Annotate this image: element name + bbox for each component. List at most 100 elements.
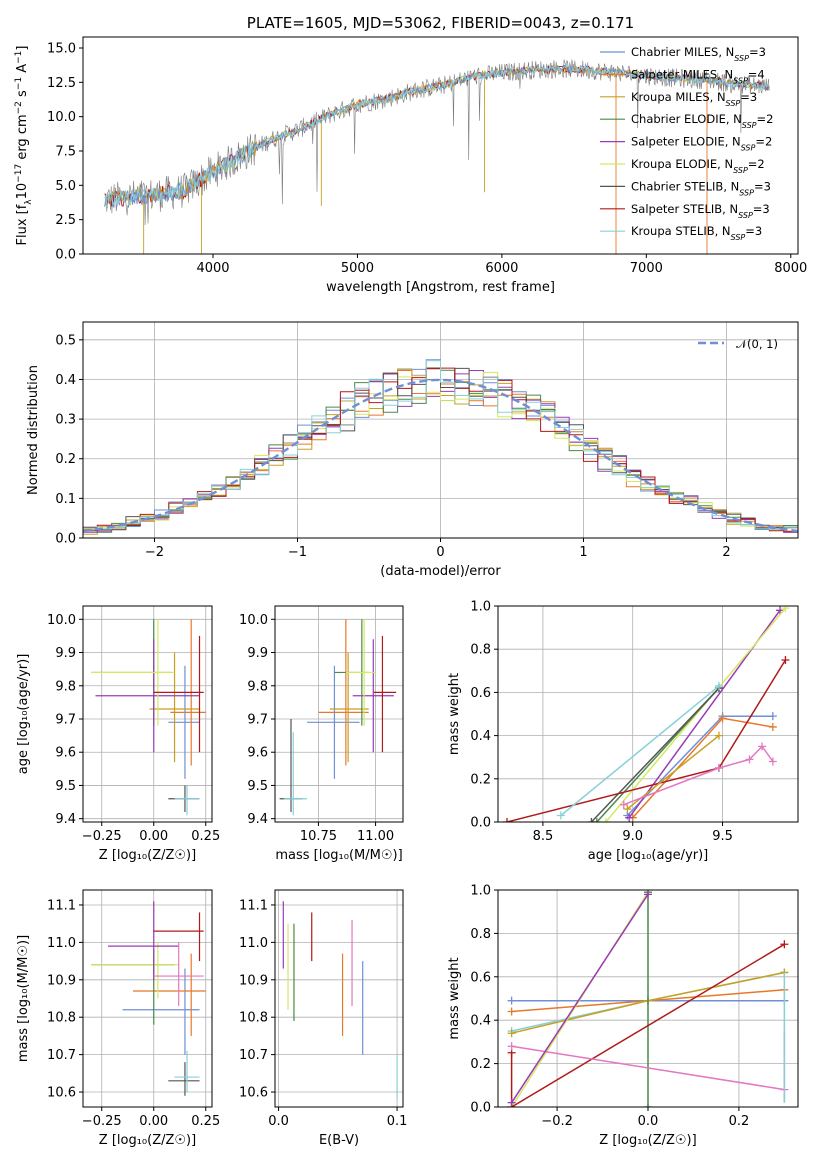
weight-marker <box>507 1098 516 1107</box>
x-axis-label: (data-model)/error <box>380 564 501 579</box>
legend-entry-subscript: SSP <box>741 143 756 152</box>
mass-weight-vs-metallicity-panel: −0.2 0.0 0.2 0.0 0.2 0.4 0.6 0.8 1.0 Z [log₁₀(Z/Z… <box>447 884 799 1148</box>
y-tick-label: 0.0 <box>470 1101 491 1116</box>
weight-marker <box>644 1103 652 1107</box>
x-tick-label: 4000 <box>196 261 229 276</box>
x-tick-label: 0.00 <box>139 1114 168 1129</box>
plot-area <box>91 901 206 1096</box>
weight-marker <box>587 818 596 822</box>
plot-area <box>104 59 770 254</box>
weight-marker <box>768 757 777 766</box>
age-vs-metallicity-panel: −0.25 0.00 0.25 9.4 9.5 9.6 9.7 9.8 9.9 10.0 Z [lo… <box>16 605 220 863</box>
y-tick-label: 10.0 <box>47 613 76 628</box>
y-axis-label-part: −1 <box>14 51 24 64</box>
legend-entry: Chabrier ELODIE, NSSP=2 <box>631 112 773 130</box>
residual-histogram-panel: −2 −1 0 1 2 0.0 0.1 0.2 0.3 0.4 0.5 (data-model)/er… <box>26 321 799 579</box>
legend-entry-subscript: SSP <box>731 233 746 242</box>
axes-frame <box>82 36 799 255</box>
legend-entry-name: Chabrier STELIB, N <box>631 179 739 193</box>
weight-line <box>605 607 786 822</box>
axes-frame <box>497 605 799 823</box>
y-axis-label-part: ] <box>15 46 30 51</box>
x-tick-label: 11.00 <box>357 829 394 844</box>
x-tick-label: 10.75 <box>300 829 337 844</box>
x-tick-label: −0.25 <box>82 829 122 844</box>
legend-entry: Kroupa ELODIE, NSSP=2 <box>631 157 765 175</box>
weight-marker <box>768 722 777 731</box>
x-tick-label: 0.0 <box>268 1114 289 1129</box>
histogram-step-line <box>83 360 798 532</box>
y-tick-label: 9.8 <box>55 679 76 694</box>
y-tick-label: 15.0 <box>47 41 76 56</box>
legend-entry: Chabrier MILES, NSSP=3 <box>631 45 766 63</box>
plot-area <box>507 890 789 1107</box>
weight-line <box>560 685 720 817</box>
y-tick-label: 0.4 <box>470 1014 491 1029</box>
plot-area <box>83 359 798 537</box>
x-tick-label: 2 <box>722 545 730 560</box>
weight-line <box>506 659 787 822</box>
x-tick-label: 0 <box>436 545 444 560</box>
weight-marker <box>768 712 777 721</box>
legend-entry-count: =3 <box>745 224 762 238</box>
legend-entry-count: =2 <box>748 157 765 171</box>
y-tick-label: 0.2 <box>55 452 76 467</box>
y-tick-label: 10.8 <box>239 1011 268 1026</box>
y-tick-label: 0.6 <box>470 686 491 701</box>
x-tick-label: 9.5 <box>712 829 733 844</box>
x-tick-label: 6000 <box>485 261 518 276</box>
y-tick-label: 9.9 <box>247 646 268 661</box>
weight-marker <box>601 818 610 822</box>
legend-entry-count: =2 <box>755 135 772 149</box>
y-tick-label: 11.1 <box>47 898 76 913</box>
legend-entry-subscript: SSP <box>733 166 748 175</box>
legend-entry-name: Kroupa MILES, N <box>631 90 726 104</box>
x-tick-label: 0.25 <box>191 829 220 844</box>
x-axis-label: Z [log₁₀(Z/Z☉)] <box>99 1133 196 1148</box>
y-tick-label: 5.0 <box>55 179 76 194</box>
normal-distribution-curve <box>83 378 798 533</box>
x-tick-label: −0.25 <box>82 1114 122 1129</box>
weight-marker <box>714 764 723 772</box>
y-tick-label: 0.3 <box>55 413 76 428</box>
plot-area <box>91 619 206 816</box>
mass-vs-metallicity-panel: −0.25 0.00 0.25 10.6 10.7 10.8 10.9 11.0 11.1 Z [… <box>16 889 220 1148</box>
x-tick-label: 0.00 <box>139 829 168 844</box>
chart-title: PLATE=1605, MJD=53062, FIBERID=0043, z=0… <box>247 14 634 32</box>
legend-entry-count: =3 <box>740 90 757 104</box>
x-tick-label: 0.0 <box>638 1114 659 1129</box>
y-tick-label: 9.6 <box>55 746 76 761</box>
x-axis-label: age [log₁₀(age/yr)] <box>588 848 709 863</box>
x-tick-label: 1 <box>579 545 587 560</box>
weight-marker <box>714 731 723 740</box>
y-tick-label: 10.9 <box>239 973 268 988</box>
x-tick-label: 0.2 <box>729 1114 750 1129</box>
weight-marker <box>781 656 790 664</box>
legend-entry-subscript: SSP <box>733 76 748 85</box>
legend-entry: Kroupa STELIB, NSSP=3 <box>631 224 762 242</box>
y-tick-label: 10.7 <box>239 1048 268 1063</box>
y-tick-label: 9.7 <box>55 712 76 727</box>
legend-entry-name: Salpeter STELIB, N <box>631 202 738 216</box>
x-tick-label: −2 <box>145 545 164 560</box>
weight-marker <box>623 805 632 814</box>
weight-line <box>590 687 720 822</box>
y-tick-label: 9.7 <box>247 712 268 727</box>
y-tick-label: 0.5 <box>55 333 76 348</box>
weight-marker <box>507 1042 516 1051</box>
mass-vs-ebv-panel: 0.0 0.1 10.6 10.7 10.8 10.9 11.0 11.1 E(B-V) <box>239 889 407 1148</box>
weight-marker <box>502 818 511 822</box>
y-tick-label: 0.0 <box>55 532 76 547</box>
y-tick-label: 0.6 <box>470 970 491 985</box>
y-axis-label: mass [log₁₀(M/M☉)] <box>16 935 31 1062</box>
weight-marker <box>718 714 727 723</box>
legend-entry-subscript: SSP <box>738 210 753 219</box>
y-tick-label: 1.0 <box>470 884 491 899</box>
y-tick-label: 9.4 <box>55 812 76 827</box>
axes-frame <box>497 889 799 1108</box>
y-tick-label: 0.0 <box>470 816 491 831</box>
x-tick-label: −1 <box>288 545 307 560</box>
plot-area <box>502 606 790 822</box>
y-tick-label: 9.5 <box>247 779 268 794</box>
